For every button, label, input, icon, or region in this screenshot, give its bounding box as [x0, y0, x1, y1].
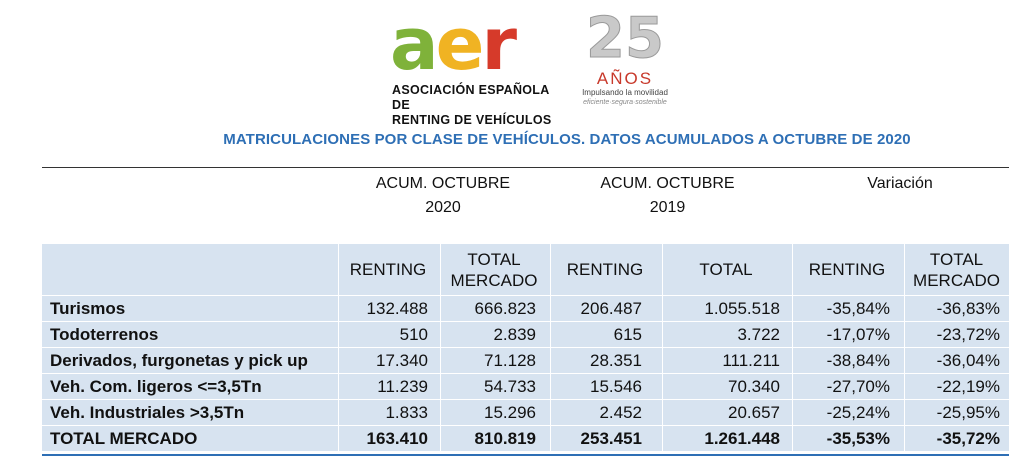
table-cell: 163.410: [366, 428, 428, 448]
table-cell: -23,72%: [936, 324, 1000, 344]
registrations-table: RENTING TOTAL MERCADO RENTING TOTAL RENTI…: [42, 244, 1009, 452]
table-cell: 17.340: [376, 350, 428, 370]
table-cell: 1.833: [385, 402, 428, 422]
col-header-renting-2020: RENTING: [349, 260, 427, 279]
table-cell: 253.451: [580, 428, 642, 448]
table-cell: 111.211: [722, 350, 780, 370]
column-divider: [440, 244, 441, 453]
table-cell: 615: [613, 324, 642, 344]
table-cell: -35,53%: [826, 428, 890, 448]
table-cell: -35,84%: [826, 298, 890, 318]
table-cell: -36,83%: [936, 298, 1000, 318]
column-divider: [338, 244, 339, 453]
table-row: Turismos 132.488 666.823 206.487 1.055.518 -3…: [42, 296, 1009, 322]
col-header-total-2019: TOTAL: [699, 260, 753, 279]
table-cell: 54.733: [484, 376, 536, 396]
table-cell: 11.239: [377, 376, 428, 396]
table-cell: 2.452: [599, 402, 642, 422]
top-divider: [42, 167, 1009, 168]
table-cell: 510: [399, 324, 428, 344]
table-cell: 20.657: [728, 402, 780, 422]
col-header-renting-2019: RENTING: [566, 260, 644, 279]
table-cell: 1.261.448: [704, 428, 780, 448]
bottom-divider: [42, 454, 1009, 456]
table-cell: -22,19%: [936, 376, 1000, 396]
table-cell: 71.128: [484, 350, 536, 370]
period-header-2019: ACUM. OCTUBRE 2019: [600, 175, 735, 216]
row-label: Veh. Industriales >3,5Tn: [50, 402, 245, 422]
table-cell: -35,72%: [936, 428, 1000, 448]
organization-name: ASOCIACIÓN ESPAÑOLA DE RENTING DE VEHÍCU…: [392, 83, 552, 127]
page-title: MATRICULACIONES POR CLASE DE VEHÍCULOS. …: [223, 131, 911, 148]
col-header-renting-variation: RENTING: [808, 260, 886, 279]
table-cell: 2.839: [493, 324, 536, 344]
table-header-row: RENTING TOTAL MERCADO RENTING TOTAL RENTI…: [42, 244, 1009, 296]
table-cell: 3.722: [737, 324, 780, 344]
row-label: Todoterrenos: [50, 324, 159, 344]
period-header-2020: ACUM. OCTUBRE 2020: [375, 175, 511, 216]
table-cell: -38,84%: [826, 350, 890, 370]
row-label: TOTAL MERCADO: [50, 428, 198, 448]
col-header-total-variation: TOTAL MERCADO: [913, 249, 1000, 290]
column-divider: [662, 244, 663, 453]
anniversary-badge: 25 AÑOS Impulsando la movilidad eficient…: [575, 6, 675, 113]
table-row: Todoterrenos 510 2.839 615 3.722 -17,07% -23,7…: [42, 322, 1009, 348]
table-cell: -25,95%: [936, 402, 1000, 422]
table-body: Turismos 132.488 666.823 206.487 1.055.518 -3…: [42, 296, 1009, 452]
table-cell: 28.351: [590, 350, 642, 370]
table-cell: 206.487: [580, 298, 642, 318]
period-header-variation: Variación: [867, 175, 933, 192]
table-cell: 15.296: [484, 402, 536, 422]
table-row: Veh. Industriales >3,5Tn 1.833 15.296 2.452…: [42, 400, 1009, 426]
table-cell: 132.488: [366, 298, 428, 318]
column-divider: [904, 244, 905, 453]
row-label: Veh. Com. ligeros <=3,5Tn: [50, 376, 262, 396]
row-label: Derivados, furgonetas y pick up: [50, 350, 308, 370]
table-row: Veh. Com. ligeros <=3,5Tn 11.239 54.733 15.…: [42, 374, 1009, 400]
anniversary-number: 25: [586, 6, 665, 71]
table-cell: -36,04%: [936, 350, 1000, 370]
col-header-total-2020: TOTAL MERCADO: [450, 249, 538, 290]
table-cell: -27,70%: [826, 376, 890, 396]
table-cell: -17,07%: [826, 324, 890, 344]
anniversary-tagline: Impulsando la movilidad: [582, 88, 668, 97]
total-row: TOTAL MERCADO 163.410 810.819 253.451 1.261.…: [42, 426, 1009, 452]
column-divider: [550, 244, 551, 453]
column-divider: [792, 244, 793, 453]
aer-logo: aer ASOCIACIÓN ESPAÑOLA DE RENTING DE VE…: [390, 2, 680, 127]
anniversary-subtagline: eficiente·segura·sostenible: [583, 99, 667, 106]
table-cell: 1.055.518: [704, 298, 780, 318]
table-cell: 810.819: [474, 428, 536, 448]
table-cell: 70.340: [728, 376, 780, 396]
table-cell: 666.823: [474, 298, 536, 318]
aer-logo-wordmark: aer: [390, 2, 517, 86]
anniversary-word: AÑOS: [596, 69, 654, 88]
table-row: Derivados, furgonetas y pick up 17.340 71.…: [42, 348, 1009, 374]
row-label: Turismos: [50, 298, 126, 318]
table-cell: 15.546: [590, 376, 642, 396]
table-cell: -25,24%: [826, 402, 890, 422]
